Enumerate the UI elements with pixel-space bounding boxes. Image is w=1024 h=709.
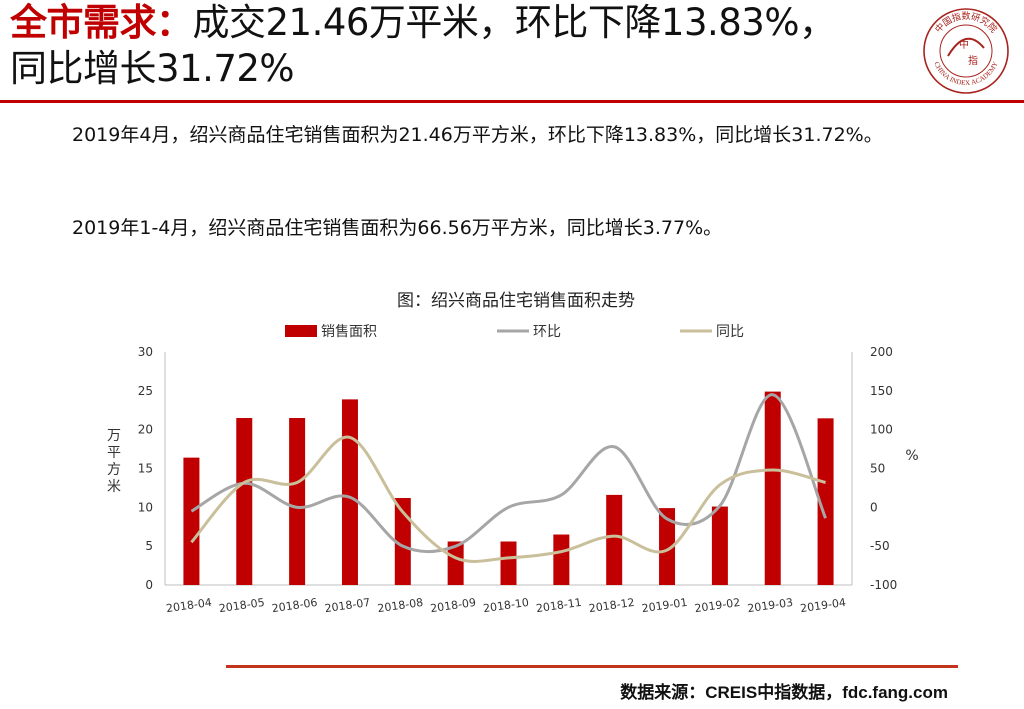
bar-2018-11 — [553, 534, 570, 585]
y-right-axis-label: % — [905, 448, 918, 464]
x-tick-label: 2018-05 — [218, 596, 265, 615]
x-tick-label: 2018-06 — [271, 596, 318, 615]
bar-2019-04 — [817, 418, 834, 585]
bar-series — [183, 391, 834, 585]
svg-text:CHINA INDEX ACADEMY: CHINA INDEX ACADEMY — [932, 60, 999, 87]
data-source: 数据来源：CREIS中指数据，fdc.fang.com — [620, 683, 948, 702]
bar-2018-05 — [236, 418, 253, 585]
title-line1: 成交21.46万平米，环比下降13.83%， — [192, 1, 837, 44]
logo-center-2: 指 — [968, 54, 978, 67]
line-series — [190, 393, 827, 563]
x-tick-label: 2018-04 — [165, 596, 212, 615]
title-line2: 同比增长31.72% — [10, 47, 295, 90]
legend-label-同比: 同比 — [716, 324, 744, 340]
bar-2018-04 — [183, 457, 200, 585]
bar-2019-01 — [659, 508, 676, 585]
slide-title: 全市需求：成交21.46万平米，环比下降13.83%， 同比增长31.72% — [10, 0, 910, 92]
x-tick-label: 2018-10 — [482, 596, 529, 615]
y-left-tick-label: 5 — [145, 539, 153, 553]
svg-text:中国指数研究院: 中国指数研究院 — [932, 10, 999, 35]
bar-2018-06 — [289, 418, 306, 585]
chart-legend: 销售面积 环比 同比 — [285, 324, 744, 340]
title-divider — [0, 100, 1024, 103]
y-left-tick-label: 0 — [145, 578, 153, 592]
bar-2018-09 — [447, 541, 464, 585]
bar-2018-07 — [341, 399, 358, 585]
y-right-tick-label: 50 — [870, 462, 885, 476]
x-axis-ticks: 2018-04 2018-05 2018-06 2018-07 2018-08 2018-… — [165, 596, 846, 615]
paragraph-monthly: 2019年4月，绍兴商品住宅销售面积为21.46万平方米，环比下降13.83%，… — [72, 124, 883, 146]
bar-2018-12 — [606, 494, 623, 585]
logo-center-1: 中 — [959, 38, 969, 51]
y-right-tick-label: 0 — [870, 500, 878, 514]
bar-2018-10 — [500, 541, 517, 585]
logo-top-text: 中国指数研究院 — [932, 10, 999, 35]
x-tick-label: 2018-11 — [535, 596, 582, 615]
y-right-tick-label: -50 — [870, 539, 890, 553]
china-index-academy-logo: 中国指数研究院 CHINA INDEX ACADEMY 中 指 — [923, 8, 1009, 94]
title-keyword: 全市需求： — [10, 1, 193, 44]
y-right-tick-label: -100 — [870, 578, 897, 592]
paragraph-ytd: 2019年1-4月，绍兴商品住宅销售面积为66.56万平方米，同比增长3.77%… — [72, 217, 723, 239]
bar-2018-08 — [394, 498, 411, 585]
logo-bottom-text: CHINA INDEX ACADEMY — [932, 60, 999, 87]
x-tick-label: 2019-04 — [799, 596, 846, 615]
x-tick-label: 2019-02 — [694, 596, 741, 615]
x-tick-label: 2019-01 — [641, 596, 688, 615]
line-同比 — [190, 435, 826, 563]
x-tick-label: 2018-08 — [377, 596, 424, 615]
x-tick-label: 2018-07 — [324, 596, 371, 615]
y-left-tick-label: 30 — [138, 345, 153, 359]
sales-area-chart: 图：绍兴商品住宅销售面积走势 销售面积 环比 同比 0 5 10 15 20 25 30 -100… — [107, 291, 919, 615]
y-left-tick-label: 15 — [138, 462, 153, 476]
y-right-tick-label: 100 — [870, 423, 893, 437]
chart-title: 图：绍兴商品住宅销售面积走势 — [397, 291, 635, 311]
y-right-tick-label: 200 — [870, 345, 893, 359]
y-left-axis-label: 万平方米 — [107, 428, 121, 495]
y-left-tick-label: 20 — [138, 423, 153, 437]
x-tick-label: 2018-12 — [588, 596, 635, 615]
y-left-tick-label: 25 — [138, 384, 153, 398]
footer-divider — [226, 665, 958, 668]
chart-axes: 0 5 10 15 20 25 30 -100 -50 0 50 100 150 200 万平方米% — [107, 345, 919, 592]
x-tick-label: 2018-09 — [430, 596, 477, 615]
bar-2019-02 — [711, 506, 728, 585]
y-right-tick-label: 150 — [870, 384, 893, 398]
bar-2019-03 — [764, 391, 781, 585]
y-left-tick-label: 10 — [138, 500, 153, 514]
line-环比 — [190, 393, 827, 554]
legend-label-环比: 环比 — [533, 324, 561, 340]
x-tick-label: 2019-03 — [747, 596, 794, 615]
legend-swatch-销售面积 — [285, 325, 317, 337]
legend-label-销售面积: 销售面积 — [321, 324, 377, 340]
